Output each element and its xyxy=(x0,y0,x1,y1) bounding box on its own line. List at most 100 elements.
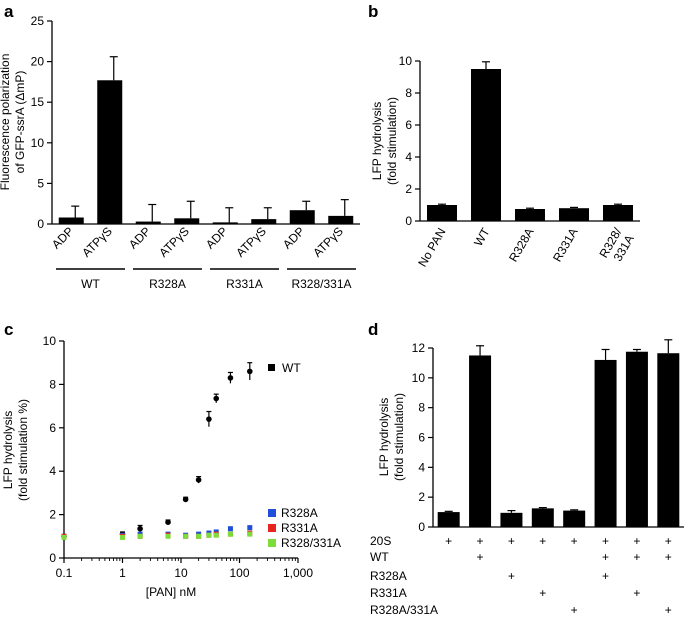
panel-c-point-r328-331a-3 xyxy=(165,533,171,539)
panel-d-matrix-mark: + xyxy=(477,550,484,564)
panel-c-point-r328-331a-9 xyxy=(247,531,253,537)
panel-a-bar-2 xyxy=(135,221,161,224)
panel-a-y-tick-label: 20 xyxy=(31,55,45,69)
panel-d-matrix-mark: + xyxy=(571,534,578,548)
panel-d-matrix-mark: + xyxy=(665,603,672,617)
panel-a-group-label-3: R328/331A xyxy=(291,277,351,291)
panel-b-y-tick-label: 10 xyxy=(399,54,413,68)
panel-d-bar-5 xyxy=(594,359,617,527)
panel-c-point-r328-331a-2 xyxy=(137,533,143,539)
panel-a-bar-6 xyxy=(289,210,315,224)
panel-c-point-wt-5 xyxy=(195,477,202,483)
panel-d-bar-2 xyxy=(500,512,523,527)
panel-a-category-label-0: ADP xyxy=(49,224,76,251)
panel-c-point-wt-4 xyxy=(182,496,189,503)
panel-b-bar-4 xyxy=(603,205,633,221)
panel-d-row-label-0: 20S xyxy=(370,534,391,548)
panel-b-category-label-line: WT xyxy=(471,225,493,249)
panel-b-category-label-2: R328A xyxy=(506,226,536,265)
panel-d-ylabel-line1: LFP hydrolysis xyxy=(377,398,391,476)
panel-d-matrix-mark: + xyxy=(633,534,640,548)
panel-c-point-r328a-9 xyxy=(247,525,253,531)
panel-d-row-label-2: R328A xyxy=(370,569,407,583)
panel-d-y-tick-label: 2 xyxy=(418,490,425,504)
panel-c-point-wt-7 xyxy=(213,395,220,402)
panel-a-y-tick-label: 25 xyxy=(31,14,45,28)
panel-c-xlabel: [PAN] nM xyxy=(146,585,196,599)
panel-c-legend-swatch-2 xyxy=(268,539,276,547)
panel-b-bar-0 xyxy=(427,205,457,221)
panel-d-label: d xyxy=(368,320,378,339)
panel-c-legend-swatch-wt xyxy=(268,364,275,371)
panel-b-ylabel: LFP hydrolysis(fold stimulation) xyxy=(370,97,399,185)
panel-c-x-tick-label: 1 xyxy=(119,566,126,580)
panel-c-ylabel: LFP hydrolysis(fold stimulation %) xyxy=(1,399,30,501)
panel-d-bar-7 xyxy=(657,353,680,527)
panel-a-category-label-3: ATPγS xyxy=(156,224,192,260)
panel-d-y-tick-label: 0 xyxy=(418,520,425,534)
panel-d-row-label-3: R331A xyxy=(370,586,407,600)
panel-b-category-label-4: R328/331A xyxy=(596,225,637,267)
panel-c-point-r328-331a-8 xyxy=(227,531,233,537)
panel-a-y-tick-label: 15 xyxy=(31,95,45,109)
panel-a-y-tick-label: 0 xyxy=(37,217,44,231)
panel-c-y-tick-label: 4 xyxy=(49,464,56,478)
panel-c-point-r328-331a-6 xyxy=(206,532,212,538)
panel-b-category-label-line: No PAN xyxy=(415,226,448,270)
panel-a-category-label-4: ADP xyxy=(203,224,230,251)
panel-d-matrix-mark: + xyxy=(508,569,515,583)
panel-c-point-wt-8 xyxy=(227,375,234,381)
panel-c-ylabel-line1: LFP hydrolysis xyxy=(1,411,15,489)
panel-a-bar-4 xyxy=(212,222,238,224)
panel-a-bar-0 xyxy=(58,217,84,224)
panel-c-legend-swatch-1 xyxy=(268,524,276,532)
panel-c-point-wt-9 xyxy=(247,368,253,375)
panel-a-category-label-6: ADP xyxy=(280,224,307,251)
panel-b-y-tick-label: 4 xyxy=(405,150,412,164)
panel-b-label: b xyxy=(368,2,378,21)
panel-b-y-tick-label: 0 xyxy=(405,214,412,228)
panel-d-y-tick-label: 10 xyxy=(412,371,426,385)
panel-d-bar-3 xyxy=(531,508,554,527)
panel-c-point-wt-2 xyxy=(137,525,143,532)
panel-b-category-label-line: R328A xyxy=(506,226,536,265)
panel-a-group-label-2: R331A xyxy=(226,277,263,291)
panel-c-point-r328-331a-0 xyxy=(61,534,67,540)
panel-a-ylabel: Fluorescence polarizationof GFP-ssrA (Δm… xyxy=(0,54,27,191)
panel-a-bar-7 xyxy=(328,215,354,224)
panel-a: 0 5 10 15 20 25 Fluorescence polarizationof GF… xyxy=(0,14,360,291)
panel-a-y-tick-label: 5 xyxy=(37,176,44,190)
panel-c-y-tick-label: 10 xyxy=(43,334,57,348)
panel-c: 0 2 4 6 8 10 0.1 1 10 100 1,000 [PAN] nM LFP hydroly… xyxy=(1,334,341,599)
panel-d-matrix-mark: + xyxy=(477,534,484,548)
panel-a-ylabel-line2: of GFP-ssrA (ΔmP) xyxy=(13,71,27,174)
panel-b-y-tick-label: 6 xyxy=(405,118,412,132)
panel-c-y-tick-label: 6 xyxy=(49,421,56,435)
panel-d-bar-6 xyxy=(625,351,648,527)
panel-a-category-label-1: ATPγS xyxy=(79,224,115,260)
panel-b-bar-1 xyxy=(471,69,501,221)
panel-a-group-label-0: WT xyxy=(81,277,100,291)
panel-d-matrix-mark: + xyxy=(665,534,672,548)
panel-a-group-label-1: R328A xyxy=(149,277,186,291)
panel-b-category-label-3: R331A xyxy=(550,226,580,265)
panel-c-y-tick-label: 0 xyxy=(49,551,56,565)
panel-c-x-tick-label: 0.1 xyxy=(56,566,73,580)
panel-d-y-tick-label: 8 xyxy=(418,401,425,415)
panel-d-bar-1 xyxy=(469,355,492,527)
panel-d-row-label-1: WT xyxy=(370,550,389,564)
panel-c-legend-label-wt: WT xyxy=(282,361,301,375)
panel-c-x-tick-label: 1,000 xyxy=(283,566,313,580)
panel-d-matrix-mark: + xyxy=(633,550,640,564)
panel-a-bar-3 xyxy=(174,218,200,224)
panel-d-y-tick-label: 4 xyxy=(418,460,425,474)
panel-d-ylabel: LFP hydrolysis(fold stimulation) xyxy=(377,393,406,481)
panel-b-category-label-0: No PAN xyxy=(415,226,448,270)
panel-b-ylabel-line2: (fold stimulation) xyxy=(385,97,399,185)
panel-b-ylabel-line1: LFP hydrolysis xyxy=(370,102,384,180)
panel-a-ylabel-line1: Fluorescence polarization xyxy=(0,54,12,191)
panel-b-y-tick-label: 8 xyxy=(405,86,412,100)
panel-a-label: a xyxy=(4,2,14,21)
panel-c-point-wt-3 xyxy=(165,519,171,525)
